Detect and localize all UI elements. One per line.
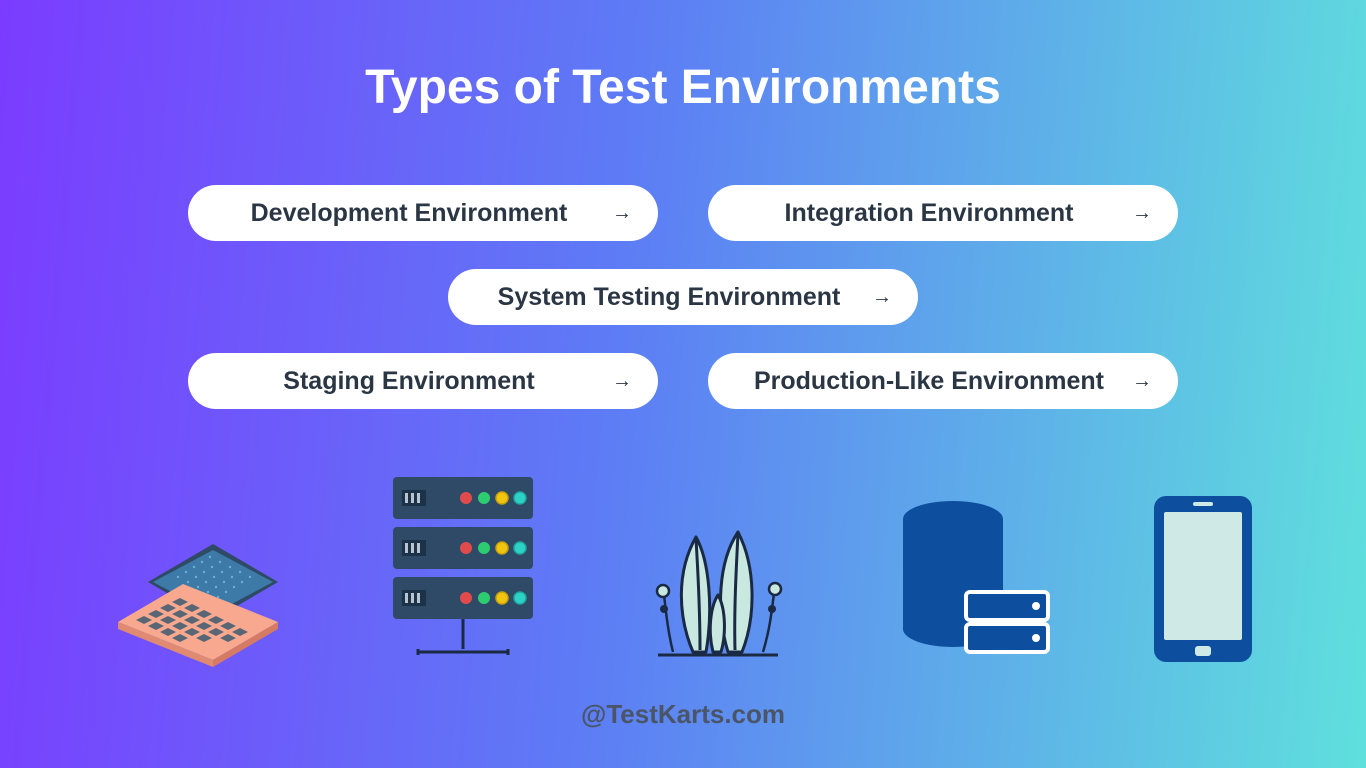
arrow-right-icon: → — [612, 202, 632, 225]
infographic-canvas: Types of Test Environments Development E… — [0, 0, 1366, 768]
pill-row-1: Development Environment → Integration En… — [188, 185, 1178, 241]
database-icon — [888, 497, 1058, 667]
pill-label: Integration Environment — [740, 199, 1118, 228]
pill-label: Production-Like Environment — [740, 367, 1118, 396]
server-rack-icon — [378, 477, 548, 667]
attribution-text: @TestKarts.com — [581, 699, 785, 730]
pill-development: Development Environment → — [188, 185, 658, 241]
pill-label: Development Environment — [220, 199, 598, 228]
icon-row — [0, 477, 1366, 667]
pill-staging: Staging Environment → — [188, 353, 658, 409]
pill-integration: Integration Environment → — [708, 185, 1178, 241]
arrow-right-icon: → — [612, 370, 632, 393]
arrow-right-icon: → — [872, 286, 892, 309]
arrow-right-icon: → — [1132, 370, 1152, 393]
phone-icon — [1148, 492, 1258, 667]
pill-row-2: System Testing Environment → — [448, 269, 918, 325]
page-title: Types of Test Environments — [365, 60, 1001, 115]
pill-production-like: Production-Like Environment → — [708, 353, 1178, 409]
pill-label: System Testing Environment — [480, 283, 858, 312]
pill-label: Staging Environment — [220, 367, 598, 396]
laptop-icon — [108, 517, 288, 667]
arrow-right-icon: → — [1132, 202, 1152, 225]
pill-system-testing: System Testing Environment → — [448, 269, 918, 325]
pill-row-3: Staging Environment → Production-Like En… — [188, 353, 1178, 409]
plant-icon — [638, 517, 798, 667]
